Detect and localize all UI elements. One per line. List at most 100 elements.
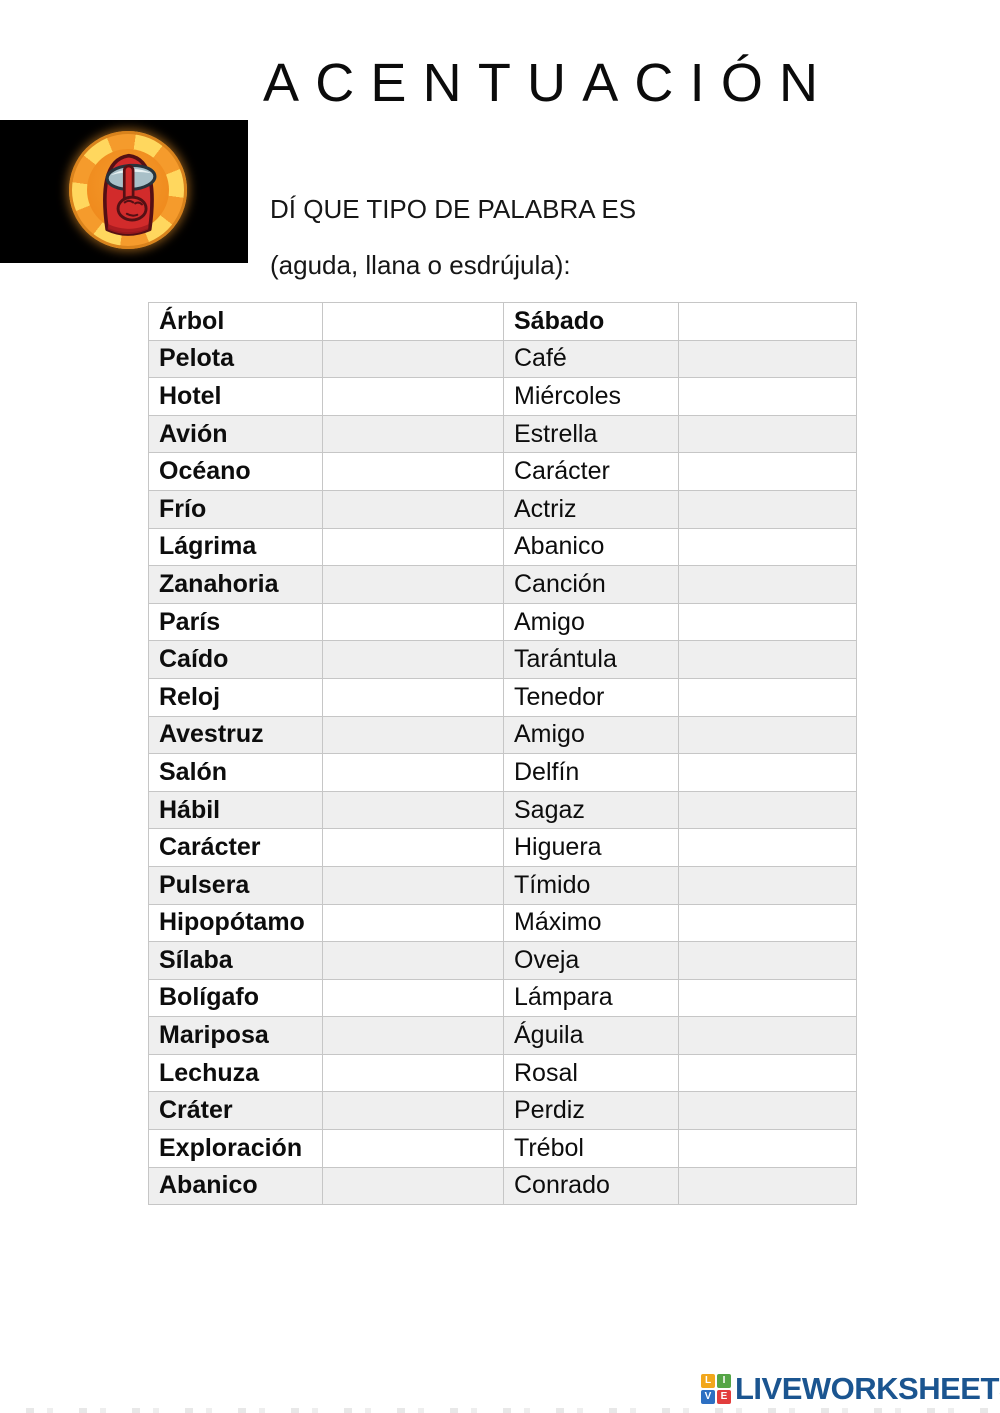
answer-cell-left[interactable] (322, 903, 504, 943)
word-table-body: Árbol Sábado Pelota Café Hotel Miércoles Avión… (148, 302, 857, 1206)
answer-cell-left[interactable] (322, 565, 504, 604)
word-cell-left: Océano (148, 452, 323, 491)
table-row: Océano Carácter (148, 452, 857, 491)
answer-cell-right[interactable] (678, 978, 857, 1018)
answer-cell-left[interactable] (322, 978, 504, 1018)
word-cell-right: Café (503, 339, 679, 379)
word-cell-right: Máximo (503, 903, 679, 943)
logo-square-l: L (701, 1374, 715, 1388)
answer-cell-right[interactable] (678, 452, 857, 491)
answer-cell-right[interactable] (678, 527, 857, 567)
answer-cell-left[interactable] (322, 339, 504, 379)
table-row: Zanahoria Canción (148, 565, 857, 604)
liveworksheets-logo-icon: L I V E (701, 1374, 731, 1404)
word-cell-right: Delfín (503, 753, 679, 792)
answer-cell-right[interactable] (678, 302, 857, 341)
hero-image (0, 120, 248, 263)
word-table: Árbol Sábado Pelota Café Hotel Miércoles Avión… (148, 302, 857, 1206)
answer-cell-left[interactable] (322, 828, 504, 867)
table-row: Reloj Tenedor (148, 677, 857, 717)
answer-cell-left[interactable] (322, 941, 504, 980)
answer-cell-right[interactable] (678, 1129, 857, 1168)
word-cell-left: Avestruz (148, 715, 323, 755)
answer-cell-left[interactable] (322, 302, 504, 341)
answer-cell-left[interactable] (322, 1016, 504, 1055)
word-cell-left: Caído (148, 640, 323, 679)
answer-cell-left[interactable] (322, 715, 504, 755)
table-row: Avión Estrella (148, 414, 857, 454)
answer-cell-left[interactable] (322, 677, 504, 717)
word-cell-right: Abanico (503, 527, 679, 567)
word-cell-left: Salón (148, 753, 323, 792)
answer-cell-right[interactable] (678, 790, 857, 830)
word-cell-right: Rosal (503, 1053, 679, 1093)
answer-cell-right[interactable] (678, 865, 857, 905)
table-row: Hotel Miércoles (148, 377, 857, 416)
answer-cell-left[interactable] (322, 790, 504, 830)
table-row: Carácter Higuera (148, 828, 857, 867)
word-cell-left: Reloj (148, 677, 323, 717)
word-cell-right: Sábado (503, 302, 679, 341)
answer-cell-right[interactable] (678, 489, 857, 529)
logo-square-e: E (717, 1390, 731, 1404)
answer-cell-left[interactable] (322, 1053, 504, 1093)
answer-cell-left[interactable] (322, 414, 504, 454)
word-cell-left: Cráter (148, 1091, 323, 1131)
sunburst-circle (69, 131, 187, 249)
table-row: Hábil Sagaz (148, 790, 857, 830)
answer-cell-left[interactable] (322, 489, 504, 529)
answer-cell-right[interactable] (678, 377, 857, 416)
answer-cell-right[interactable] (678, 903, 857, 943)
logo-square-v: V (701, 1390, 715, 1404)
word-cell-right: Conrado (503, 1166, 679, 1206)
answer-cell-right[interactable] (678, 1016, 857, 1055)
answer-cell-right[interactable] (678, 339, 857, 379)
answer-cell-right[interactable] (678, 565, 857, 604)
answer-cell-right[interactable] (678, 1091, 857, 1131)
page-title: ACENTUACIÓN (263, 53, 835, 113)
answer-cell-right[interactable] (678, 753, 857, 792)
word-cell-left: Pelota (148, 339, 323, 379)
answer-cell-left[interactable] (322, 1091, 504, 1131)
answer-cell-right[interactable] (678, 677, 857, 717)
answer-cell-right[interactable] (678, 414, 857, 454)
word-cell-left: Carácter (148, 828, 323, 867)
answer-cell-left[interactable] (322, 377, 504, 416)
word-cell-right: Oveja (503, 941, 679, 980)
table-row: Hipopótamo Máximo (148, 903, 857, 943)
answer-cell-right[interactable] (678, 1166, 857, 1206)
cutoff-text-artifact (0, 1408, 1000, 1413)
table-row: Exploración Trébol (148, 1129, 857, 1168)
word-cell-left: Lágrima (148, 527, 323, 567)
logo-square-i: I (717, 1374, 731, 1388)
table-row: Avestruz Amigo (148, 715, 857, 755)
word-cell-right: Carácter (503, 452, 679, 491)
answer-cell-right[interactable] (678, 1053, 857, 1093)
answer-cell-left[interactable] (322, 865, 504, 905)
table-row: Mariposa Águila (148, 1016, 857, 1055)
table-row: Pulsera Tímido (148, 865, 857, 905)
answer-cell-left[interactable] (322, 640, 504, 679)
answer-cell-left[interactable] (322, 527, 504, 567)
answer-cell-right[interactable] (678, 715, 857, 755)
answer-cell-left[interactable] (322, 753, 504, 792)
answer-cell-right[interactable] (678, 941, 857, 980)
answer-cell-right[interactable] (678, 828, 857, 867)
table-row: Salón Delfín (148, 753, 857, 792)
answer-cell-left[interactable] (322, 602, 504, 642)
word-cell-left: Sílaba (148, 941, 323, 980)
word-cell-left: Abanico (148, 1166, 323, 1206)
answer-cell-left[interactable] (322, 1129, 504, 1168)
answer-cell-right[interactable] (678, 602, 857, 642)
liveworksheets-brand[interactable]: L I V E LIVEWORKSHEETS (701, 1371, 1000, 1406)
word-cell-left: Frío (148, 489, 323, 529)
word-cell-left: Hotel (148, 377, 323, 416)
word-cell-right: Trébol (503, 1129, 679, 1168)
word-cell-right: Tarántula (503, 640, 679, 679)
answer-cell-left[interactable] (322, 452, 504, 491)
answer-cell-left[interactable] (322, 1166, 504, 1206)
word-cell-left: Hipopótamo (148, 903, 323, 943)
word-cell-left: Hábil (148, 790, 323, 830)
word-cell-right: Águila (503, 1016, 679, 1055)
answer-cell-right[interactable] (678, 640, 857, 679)
